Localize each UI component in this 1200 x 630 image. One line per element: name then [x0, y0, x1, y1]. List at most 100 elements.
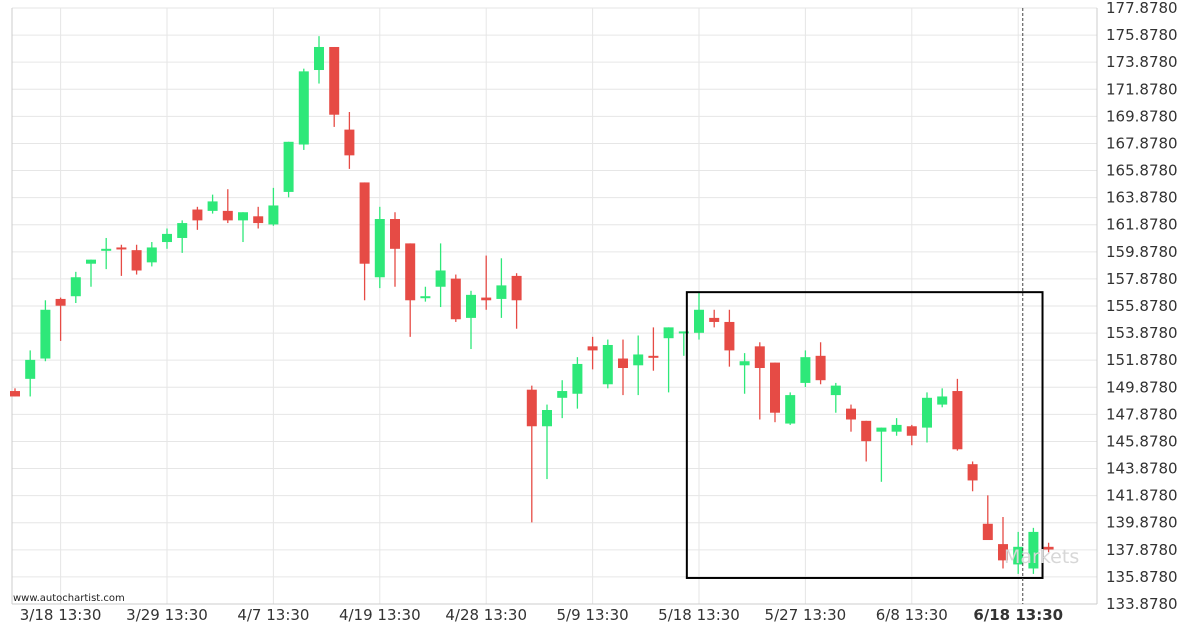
- candle-body-down: [55, 298, 66, 306]
- candle-body-down: [116, 247, 127, 250]
- candle-body-up: [694, 309, 704, 333]
- y-tick-label: 177.8780: [1106, 0, 1178, 17]
- candle-body-up: [374, 219, 385, 278]
- candle-body-down: [709, 317, 720, 322]
- candle-body-down: [815, 355, 826, 381]
- y-tick-label: 159.8780: [1106, 243, 1178, 261]
- y-tick-label: 145.8780: [1106, 432, 1178, 450]
- pattern-box: [685, 291, 1044, 579]
- y-tick-label: 147.8780: [1106, 405, 1178, 423]
- y-tick-label: 167.8780: [1106, 134, 1178, 152]
- candle-body-up: [937, 396, 948, 405]
- candle-body-down: [481, 297, 492, 301]
- candle-body-down: [1043, 546, 1054, 550]
- candle-body-down: [511, 275, 522, 301]
- y-tick-label: 171.8780: [1106, 80, 1178, 98]
- candle-body-up: [785, 395, 796, 424]
- y-tick-label: 139.8780: [1106, 514, 1178, 532]
- candle-body-up: [420, 296, 431, 299]
- candle-body-up: [1028, 531, 1039, 569]
- candle-body-down: [10, 391, 20, 397]
- candle-body-up: [572, 363, 583, 394]
- x-tick-label: 4/19 13:30: [339, 606, 421, 624]
- candle-body-up: [830, 385, 841, 396]
- candle-body-down: [998, 544, 1008, 561]
- candle-body-down: [359, 182, 370, 264]
- candle-body-down: [861, 420, 872, 442]
- candle-body-up: [876, 427, 887, 432]
- y-tick-label: 163.8780: [1106, 189, 1178, 207]
- candle-body-up: [177, 223, 188, 238]
- candle-body-down: [587, 346, 598, 351]
- candle-body-up: [496, 285, 507, 299]
- y-tick-label: 165.8780: [1106, 162, 1178, 180]
- gridlines: [11, 7, 1098, 605]
- candle-body-down: [131, 250, 142, 271]
- x-tick-label: 3/18 13:30: [20, 606, 102, 624]
- x-tick-label: 4/7 13:30: [237, 606, 309, 624]
- candle-body-down: [329, 46, 340, 115]
- candle-body-down: [222, 210, 233, 221]
- source-text: www.autochartist.com: [13, 593, 125, 604]
- candle-body-down: [192, 209, 203, 221]
- candle-body-down: [952, 391, 963, 450]
- candle-body-up: [542, 410, 552, 427]
- candle-body-down: [648, 355, 659, 358]
- y-tick-label: 169.8780: [1106, 107, 1178, 125]
- candle-body-down: [450, 278, 461, 320]
- candle-body-up: [25, 359, 36, 379]
- y-tick-label: 141.8780: [1106, 487, 1178, 505]
- candle-body-up: [40, 309, 51, 359]
- y-axis: 177.8780 175.8780 173.8780 171.8780 169.8780…: [1106, 0, 1178, 613]
- candle-body-down: [846, 408, 856, 420]
- y-tick-label: 175.8780: [1106, 26, 1178, 44]
- x-tick-label: 4/28 13:30: [445, 606, 527, 624]
- candle-body-down: [967, 464, 978, 481]
- candle-body-up: [557, 391, 568, 398]
- candle-body-down: [770, 362, 780, 413]
- candle-body-up: [162, 233, 172, 243]
- candle-body-up: [739, 361, 750, 366]
- watermark-text: Markets: [1004, 546, 1079, 568]
- y-tick-label: 161.8780: [1106, 216, 1178, 234]
- x-tick-label: 5/9 13:30: [557, 606, 629, 624]
- candle-body-up: [238, 212, 248, 221]
- candle-body-up: [466, 294, 476, 318]
- candle-body-up: [70, 277, 81, 297]
- candle-body-up: [314, 46, 324, 71]
- candle-body-down: [982, 523, 993, 541]
- x-tick-label: 5/18 13:30: [658, 606, 740, 624]
- candle-body-down: [754, 346, 765, 369]
- y-tick-label: 153.8780: [1106, 324, 1178, 342]
- candle-body-down: [906, 426, 917, 436]
- candle-body-up: [633, 354, 644, 366]
- candle-body-up: [435, 270, 446, 287]
- candle-body-up: [800, 357, 811, 383]
- candle-body-down: [405, 243, 416, 301]
- y-tick-label: 137.8780: [1106, 541, 1178, 559]
- y-tick-label: 135.8780: [1106, 568, 1178, 586]
- y-tick-label: 157.8780: [1106, 270, 1178, 288]
- candle-body-up: [678, 331, 689, 334]
- y-tick-label: 151.8780: [1106, 351, 1178, 369]
- x-tick-label: 6/8 13:30: [876, 606, 948, 624]
- candle-body-down: [526, 389, 537, 427]
- x-tick-label: 6/18 13:30: [973, 606, 1063, 624]
- y-tick-label: 173.8780: [1106, 53, 1178, 71]
- candle-body-up: [268, 205, 279, 225]
- x-tick-label: 3/29 13:30: [126, 606, 208, 624]
- candle-body-down: [618, 358, 628, 369]
- pattern-overlay: [685, 8, 1044, 604]
- y-tick-label: 149.8780: [1106, 378, 1178, 396]
- candle-body-down: [344, 129, 355, 156]
- candle-body-up: [207, 201, 218, 211]
- candle-body-up: [298, 71, 309, 145]
- candle-body-down: [724, 321, 735, 351]
- candle-body-up: [922, 397, 932, 428]
- y-tick-label: 133.8780: [1106, 595, 1178, 613]
- candle-body-up: [663, 327, 674, 339]
- candle-body-up: [283, 141, 294, 192]
- x-axis: 3/18 13:30 3/29 13:30 4/7 13:30 4/19 13:30 4…: [20, 606, 1063, 624]
